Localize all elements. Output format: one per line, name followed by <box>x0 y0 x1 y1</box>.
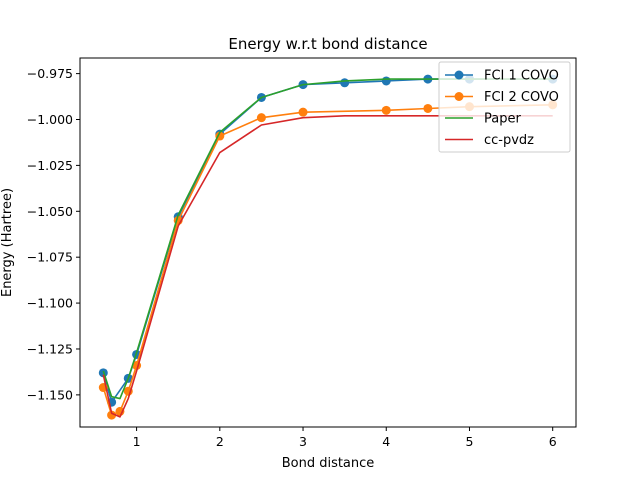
chart-title: Energy w.r.t bond distance <box>228 35 427 53</box>
legend-item: Paper <box>445 112 521 127</box>
x-tick-label: 1 <box>133 434 141 449</box>
y-tick-label: −0.975 <box>27 66 73 81</box>
legend-label: Paper <box>484 112 521 127</box>
y-tick-label: −1.075 <box>27 250 73 265</box>
data-point <box>298 107 308 117</box>
series-line <box>102 115 553 418</box>
series-4 <box>102 115 553 418</box>
x-axis-label: Bond distance <box>282 456 375 471</box>
legend-label: cc-pvdz <box>484 133 534 148</box>
legend-item: FCI 1 COVO <box>445 69 559 84</box>
x-tick-label: 4 <box>382 434 390 449</box>
data-point <box>256 113 266 123</box>
y-tick-label: −1.025 <box>27 158 73 173</box>
legend: FCI 1 COVO FCI 2 COVO Paper cc-pvdz <box>438 61 571 153</box>
legend-marker <box>454 70 464 80</box>
y-axis: −0.975 −1.000 −1.025 −1.050 −1.075 −1.100 −1.1… <box>27 66 80 402</box>
y-tick-label: −1.100 <box>27 296 73 311</box>
legend-label: FCI 1 COVO <box>484 69 559 84</box>
x-tick-label: 3 <box>299 434 307 449</box>
x-tick-label: 5 <box>465 434 473 449</box>
y-tick-label: −1.150 <box>27 387 73 402</box>
legend-box <box>438 61 571 153</box>
data-point <box>381 76 391 86</box>
y-tick-label: −1.050 <box>27 204 73 219</box>
data-point <box>340 78 350 88</box>
y-tick-label: −1.125 <box>27 341 73 356</box>
x-tick-label: 2 <box>216 434 224 449</box>
legend-item: FCI 2 COVO <box>445 90 559 105</box>
legend-item: cc-pvdz <box>445 133 534 148</box>
series-line <box>102 78 553 400</box>
x-axis: 1 2 3 4 5 6 <box>133 427 557 449</box>
series-3 <box>102 78 553 400</box>
legend-marker <box>454 92 464 101</box>
legend-label: FCI 2 COVO <box>484 90 559 105</box>
y-axis-label: Energy (Hartree) <box>0 188 15 297</box>
data-point <box>381 105 391 115</box>
data-point <box>107 410 117 420</box>
plot-frame <box>79 57 577 428</box>
x-tick-label: 6 <box>549 434 557 449</box>
y-tick-label: −1.000 <box>27 112 73 127</box>
data-point <box>423 103 433 113</box>
